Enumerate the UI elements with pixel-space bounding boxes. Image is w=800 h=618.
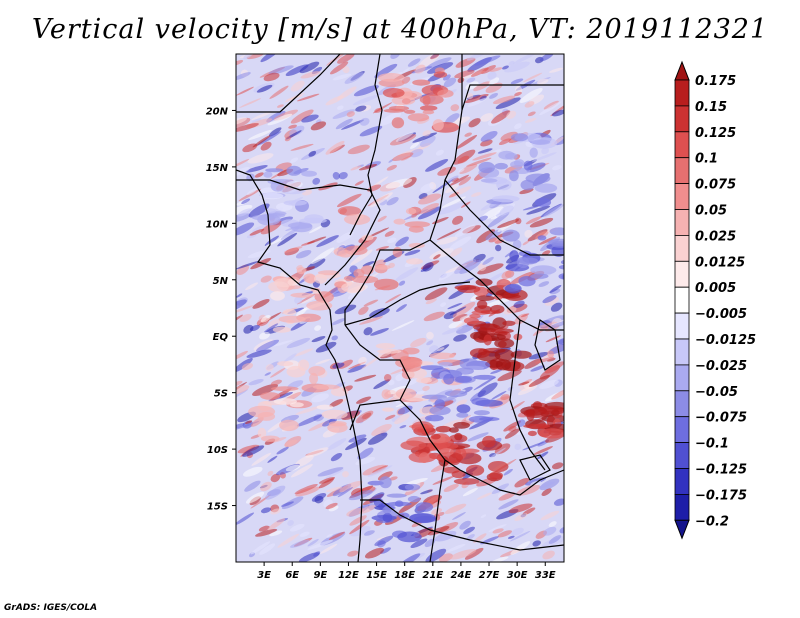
colorbar-label: −0.2 xyxy=(695,514,729,529)
colorbar-label: −0.175 xyxy=(695,488,747,503)
colorbar-segment xyxy=(674,131,690,159)
lon-tick-label: 33E xyxy=(535,570,556,581)
colorbar-label: −0.05 xyxy=(695,385,738,400)
colorbar-segment xyxy=(674,390,690,418)
chart-title: Vertical velocity [m/s] at 400hPa, VT: 2… xyxy=(31,14,769,45)
lat-tick-label: 15S xyxy=(207,502,228,513)
lat-tick-label: 15N xyxy=(206,163,229,174)
lon-tick-label: 21E xyxy=(422,570,443,581)
colorbar-segment xyxy=(674,105,690,133)
colorbar-label: −0.125 xyxy=(695,463,747,478)
colorbar-segment xyxy=(674,286,690,314)
lat-tick-label: 5N xyxy=(213,276,229,287)
colorbar-label: −0.005 xyxy=(695,307,747,322)
colorbar-label: −0.025 xyxy=(695,359,747,374)
colorbar-segment xyxy=(674,209,690,236)
colorbar-segment xyxy=(674,312,690,340)
lon-tick-label: 12E xyxy=(338,570,359,581)
colorbar-label: −0.1 xyxy=(695,437,729,452)
colorbar-segment xyxy=(674,442,690,469)
colorbar-label: 0.15 xyxy=(695,100,727,115)
colorbar-segment xyxy=(674,468,690,495)
colorbar-segment xyxy=(674,234,690,262)
lat-tick-label: 10S xyxy=(207,445,228,456)
colorbar-segment xyxy=(674,416,690,444)
colorbar-segment xyxy=(674,79,690,107)
lon-tick-label: 15E xyxy=(366,570,387,581)
colorbar-label: 0.0125 xyxy=(695,255,745,270)
credit-label: GrADS: IGES/COLA xyxy=(4,603,98,613)
map-frame xyxy=(235,53,565,563)
lon-tick-label: 9E xyxy=(313,570,327,581)
lat-tick-label: 20N xyxy=(206,106,229,117)
colorbar-label: −0.0125 xyxy=(695,333,756,348)
colorbar-label: 0.125 xyxy=(695,126,736,141)
lat-tick-label: EQ xyxy=(213,332,229,343)
lat-tick-label: 10N xyxy=(206,219,229,230)
lon-tick-label: 27E xyxy=(479,570,500,581)
colorbar-segment xyxy=(674,157,690,184)
colorbar-label: −0.075 xyxy=(695,411,747,426)
latitude-axis: 20N 15N 10N 5N EQ 5S 10S 15S xyxy=(206,106,236,513)
lon-tick-label: 30E xyxy=(507,570,528,581)
lon-tick-label: 3E xyxy=(257,570,271,581)
colorbar-segment xyxy=(674,338,690,366)
lon-tick-label: 18E xyxy=(394,570,415,581)
colorbar-top-arrow xyxy=(674,60,690,81)
lat-tick-label: 5S xyxy=(214,389,228,400)
colorbar-label: 0.175 xyxy=(695,74,736,89)
colorbar-bottom-arrow xyxy=(674,519,690,540)
colorbar-label: 0.075 xyxy=(695,178,736,193)
colorbar-segment xyxy=(674,183,690,210)
lon-tick-label: 6E xyxy=(285,570,299,581)
colorbar-label: 0.1 xyxy=(695,152,718,167)
country-borders xyxy=(236,54,564,562)
colorbar-segment xyxy=(674,493,690,521)
colorbar-segment xyxy=(674,364,690,392)
lon-tick-label: 24E xyxy=(451,570,472,581)
longitude-axis: 3E 6E 9E 12E 15E 18E 21E 24E 27E 30E 33E xyxy=(257,562,556,581)
colorbar-segment xyxy=(674,260,690,288)
colorbar: 0.175 0.15 0.125 0.1 0.075 0.05 0.025 0.0125 0.0… xyxy=(674,60,756,540)
colorbar-label: 0.025 xyxy=(695,229,736,244)
colorbar-label: 0.05 xyxy=(695,204,727,219)
colorbar-label: 0.005 xyxy=(695,281,736,296)
